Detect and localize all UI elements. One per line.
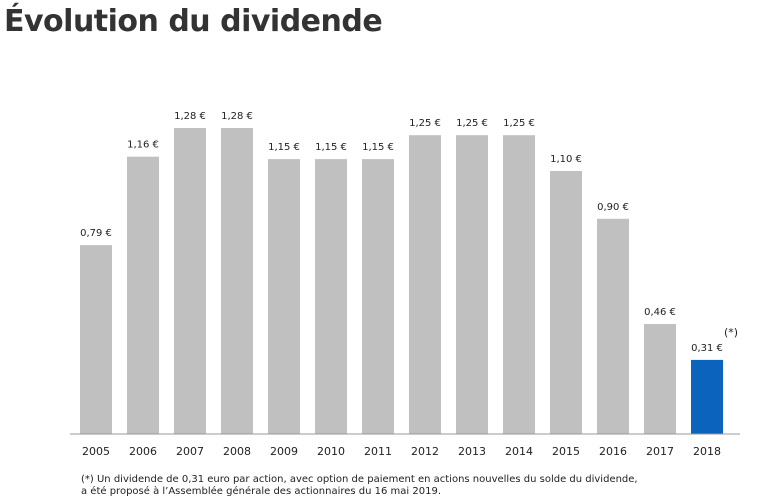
value-label-2016: 0,90 € — [597, 202, 629, 213]
bar-annotation: (*) — [724, 326, 738, 339]
x-tick-label-2012: 2012 — [411, 445, 439, 458]
bar-2012 — [409, 135, 441, 434]
x-tick-label-2010: 2010 — [317, 445, 345, 458]
bar-2011 — [362, 159, 394, 434]
value-label-2011: 1,15 € — [362, 142, 394, 153]
x-tick-label-2016: 2016 — [599, 445, 627, 458]
bar-2005 — [80, 245, 112, 434]
value-label-2012: 1,25 € — [409, 118, 441, 129]
value-label-2017: 0,46 € — [644, 307, 676, 318]
value-labels-layer: 0,79 € 1,16 € 1,28 € 1,28 € 1,15 € 1,15 € 1,15… — [80, 111, 723, 354]
x-tick-label-2014: 2014 — [505, 445, 533, 458]
bar-2016 — [597, 218, 629, 434]
bar-2007 — [174, 128, 206, 434]
value-label-2007: 1,28 € — [174, 111, 206, 122]
value-label-2013: 1,25 € — [456, 118, 488, 129]
footnote-line-2: a été proposé à l’Assemblée générale des… — [81, 486, 442, 497]
value-label-2005: 0,79 € — [80, 228, 112, 239]
bar-2009 — [268, 159, 300, 434]
bar-2010 — [315, 159, 347, 434]
bar-2018 — [691, 359, 723, 434]
x-tick-label-2017: 2017 — [646, 445, 674, 458]
x-tick-label-2011: 2011 — [364, 445, 392, 458]
x-tick-label-2007: 2007 — [176, 445, 204, 458]
bar-2015 — [550, 171, 582, 434]
x-tick-label-2015: 2015 — [552, 445, 580, 458]
x-tick-label-2008: 2008 — [223, 445, 251, 458]
x-tick-labels-layer: 2005 2006 2007 2008 2009 2010 2011 2012 2013 2014… — [82, 445, 721, 458]
chart-title: Évolution du dividende — [4, 4, 383, 39]
value-label-2015: 1,10 € — [550, 154, 582, 165]
footnote-line-1: (*) Un dividende de 0,31 euro par action… — [81, 474, 638, 485]
x-tick-label-2009: 2009 — [270, 445, 298, 458]
bar-2008 — [221, 128, 253, 434]
bar-2006 — [127, 156, 159, 434]
bar-2014 — [503, 135, 535, 434]
footnote: (*) Un dividende de 0,31 euro par action… — [81, 474, 751, 498]
value-label-2010: 1,15 € — [315, 142, 347, 153]
x-tick-label-2006: 2006 — [129, 445, 157, 458]
value-label-2006: 1,16 € — [127, 140, 159, 151]
x-tick-label-2018: 2018 — [693, 445, 721, 458]
bars-layer — [80, 128, 723, 434]
x-tick-label-2013: 2013 — [458, 445, 486, 458]
bar-2017 — [644, 324, 676, 434]
value-label-2018: 0,31 € — [691, 343, 723, 354]
value-label-2008: 1,28 € — [221, 111, 253, 122]
value-label-2014: 1,25 € — [503, 118, 535, 129]
x-tick-label-2005: 2005 — [82, 445, 110, 458]
bar-2013 — [456, 135, 488, 434]
value-label-2009: 1,15 € — [268, 142, 300, 153]
